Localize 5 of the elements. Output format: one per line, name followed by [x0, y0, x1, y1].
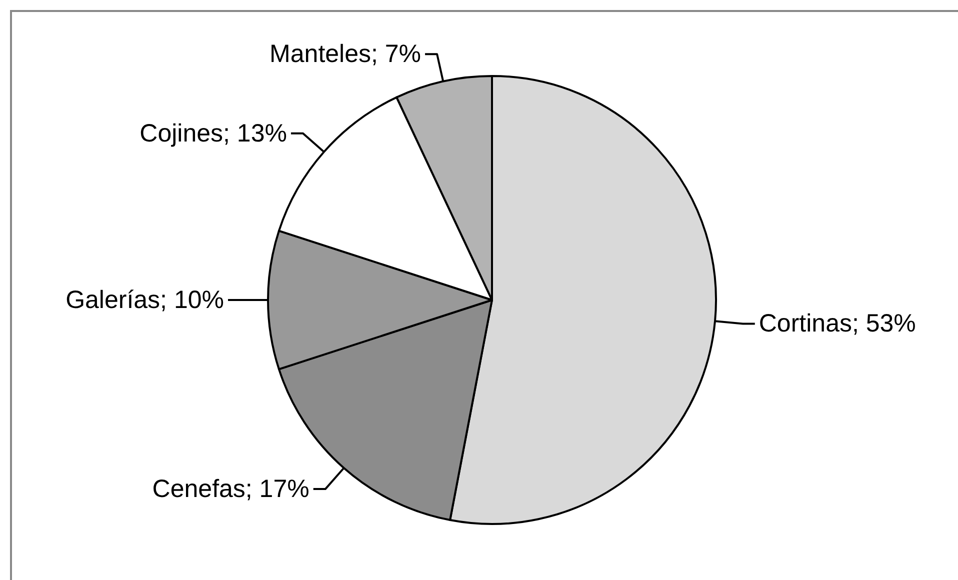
- slice-label: Cortinas; 53%: [758, 310, 916, 338]
- slice-label: Cenefas; 17%: [152, 475, 310, 504]
- slice-label: Galerías; 10%: [66, 286, 224, 314]
- slice-label: Cojines; 13%: [140, 119, 287, 148]
- slice-label: Manteles; 7%: [270, 40, 422, 68]
